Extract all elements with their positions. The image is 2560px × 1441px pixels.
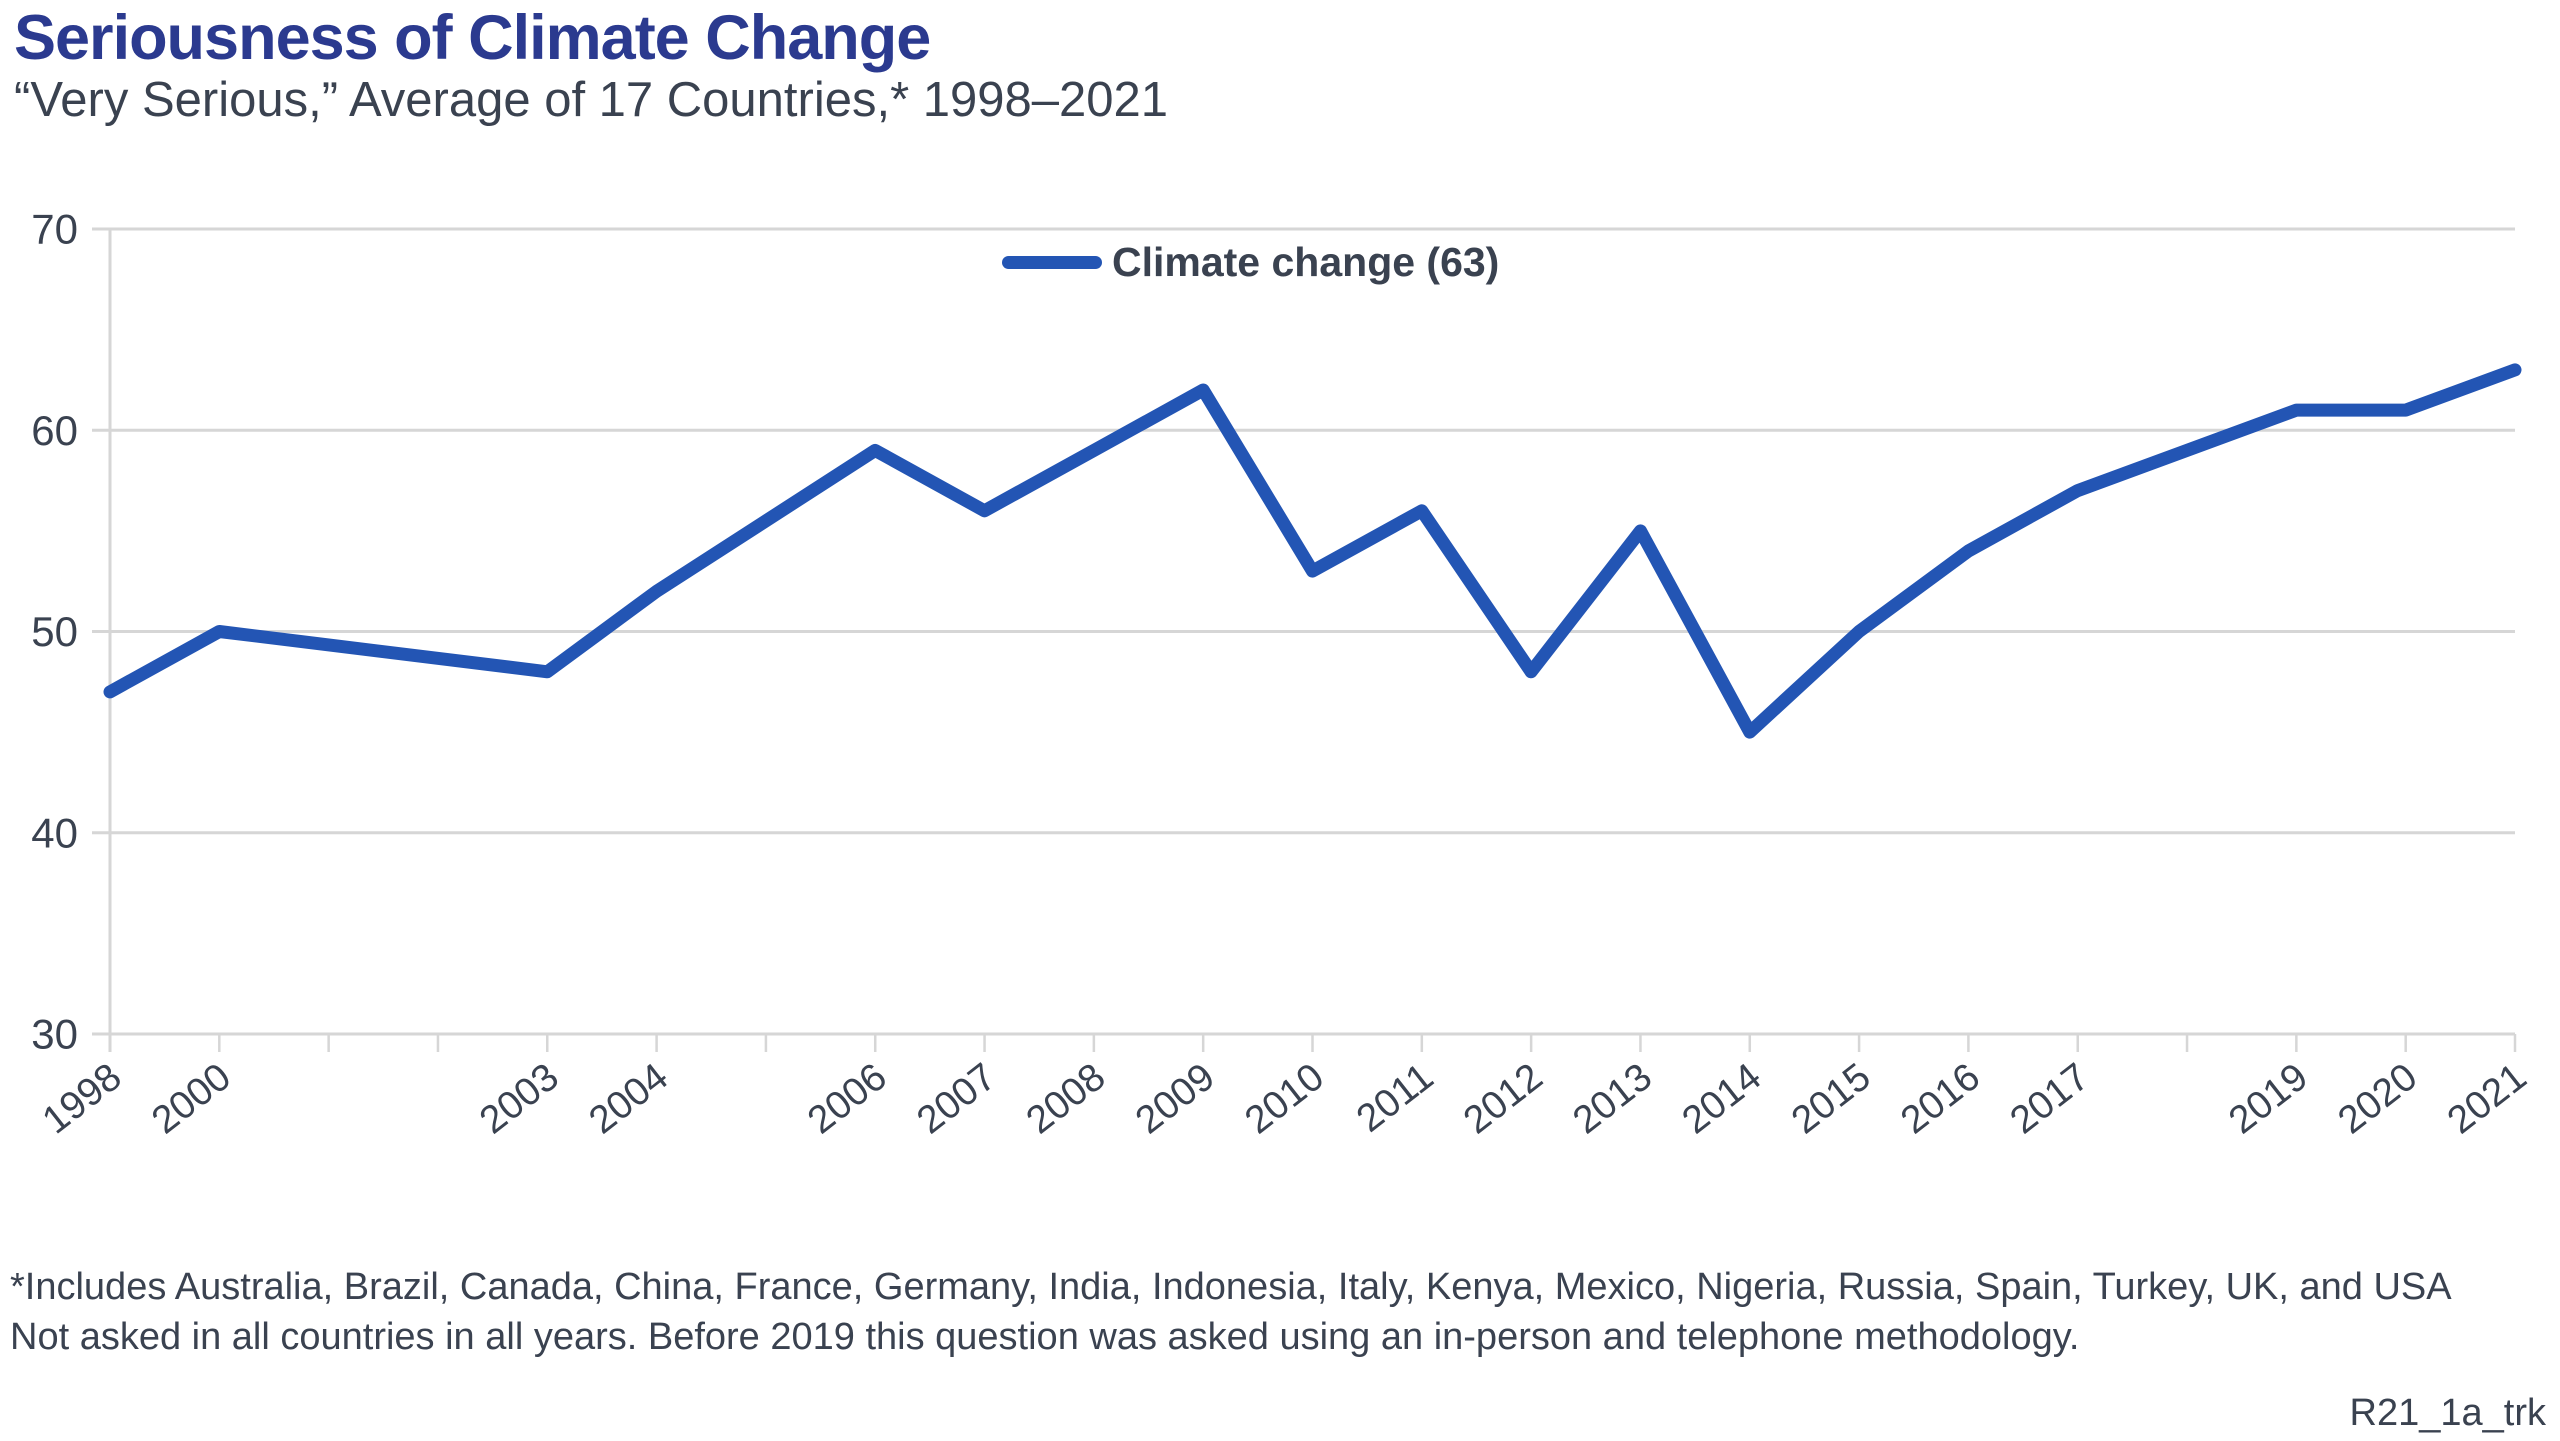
chart-code-label: R21_1a_trk xyxy=(2349,1392,2546,1434)
x-axis-label-2009: 2009 xyxy=(1128,1055,1223,1142)
x-axis-label-2006: 2006 xyxy=(800,1055,895,1142)
y-axis-label-60: 60 xyxy=(31,407,78,454)
x-axis-label-2010: 2010 xyxy=(1237,1055,1332,1142)
x-axis-label-2016: 2016 xyxy=(1893,1055,1988,1142)
chart-legend: Climate change (63) xyxy=(1002,234,1499,290)
x-axis-label-2003: 2003 xyxy=(472,1055,567,1142)
y-axis-label-50: 50 xyxy=(31,608,78,655)
y-axis-label-30: 30 xyxy=(31,1011,78,1058)
series-line-climate-change xyxy=(103,363,2522,739)
footnote-countries: *Includes Australia, Brazil, Canada, Chi… xyxy=(10,1266,2452,1308)
legend-label: Climate change (63) xyxy=(1112,238,1500,285)
x-axis-label-2015: 2015 xyxy=(1784,1055,1879,1142)
x-axis-label-2008: 2008 xyxy=(1019,1055,1114,1142)
x-axis-label-2017: 2017 xyxy=(2002,1055,2097,1142)
y-axis-label-40: 40 xyxy=(31,809,78,856)
x-axis-label-2004: 2004 xyxy=(581,1055,676,1142)
x-axis-label-2007: 2007 xyxy=(909,1055,1004,1142)
x-axis-label-2012: 2012 xyxy=(1456,1055,1551,1142)
legend-line-swatch xyxy=(1002,255,1102,269)
x-axis-label-2013: 2013 xyxy=(1565,1055,1660,1142)
x-axis-label-2011: 2011 xyxy=(1349,1055,1442,1141)
x-axis-label-1998: 1998 xyxy=(35,1055,130,1142)
x-axis-label-2000: 2000 xyxy=(144,1055,239,1142)
x-axis-label-2014: 2014 xyxy=(1674,1055,1769,1142)
x-axis-label-2021: 2021 xyxy=(2440,1055,2535,1142)
x-axis-label-2019: 2019 xyxy=(2221,1055,2316,1142)
footnote-methodology: Not asked in all countries in all years.… xyxy=(10,1316,2080,1358)
x-axis-label-2020: 2020 xyxy=(2330,1055,2425,1142)
chart-subtitle: “Very Serious,” Average of 17 Countries,… xyxy=(14,73,1169,127)
y-axis-label-70: 70 xyxy=(31,206,78,253)
chart-title: Seriousness of Climate Change xyxy=(14,3,931,73)
